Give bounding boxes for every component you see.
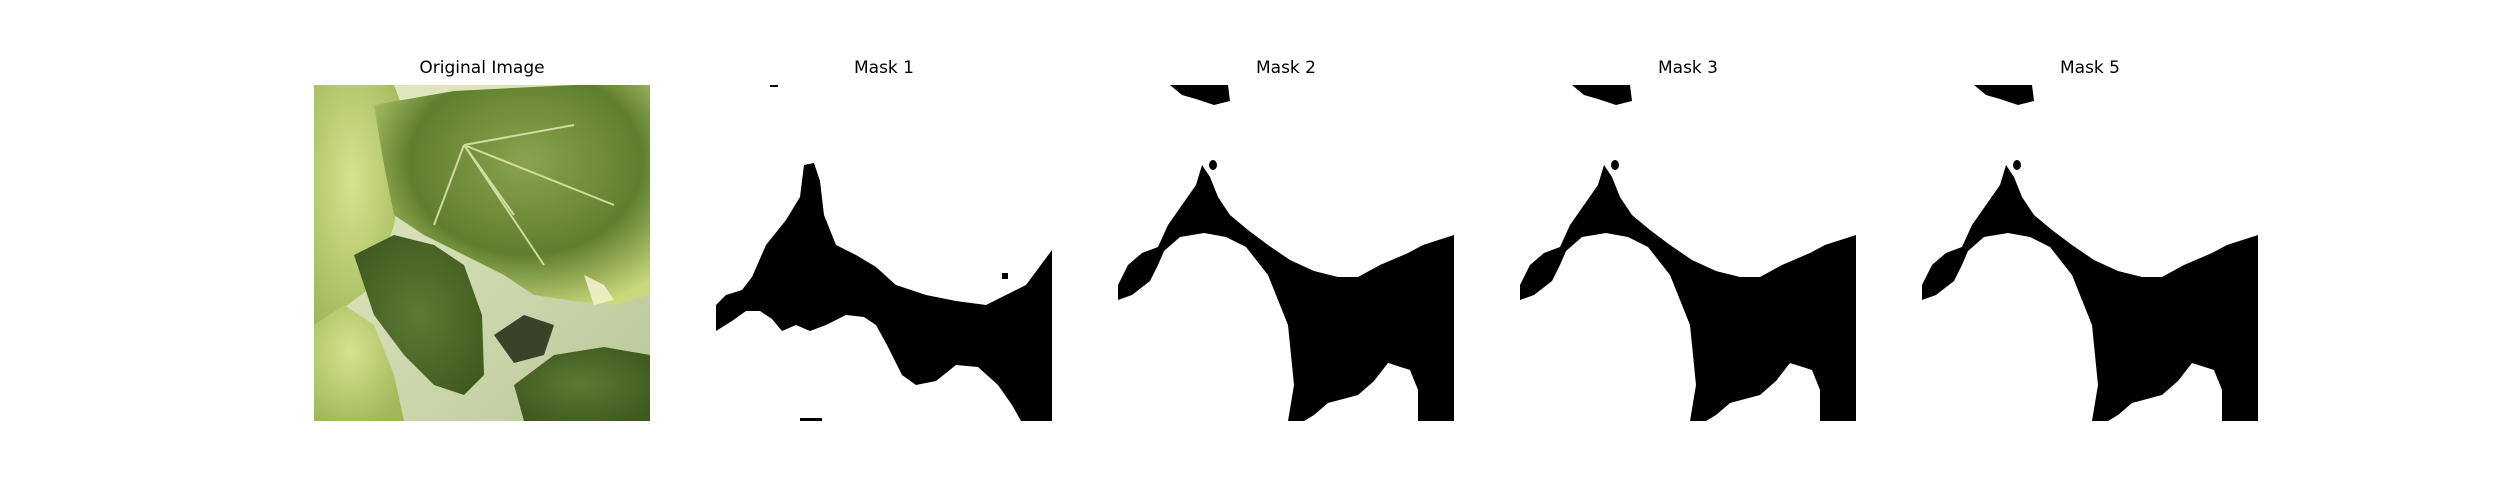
mask-1-image: [716, 85, 1052, 421]
panel-title: Original Image: [419, 58, 545, 78]
original-leaf-photo: [314, 85, 650, 421]
panel-title: Mask 3: [1657, 58, 1718, 78]
mask-5-image: [1922, 85, 2258, 421]
panel-title: Mask 2: [1255, 58, 1316, 78]
panel-title: Mask 5: [2059, 58, 2120, 78]
mask-2-image: [1118, 85, 1454, 421]
panel-title: Mask 1: [853, 58, 914, 78]
mask-3-image: [1520, 85, 1856, 421]
